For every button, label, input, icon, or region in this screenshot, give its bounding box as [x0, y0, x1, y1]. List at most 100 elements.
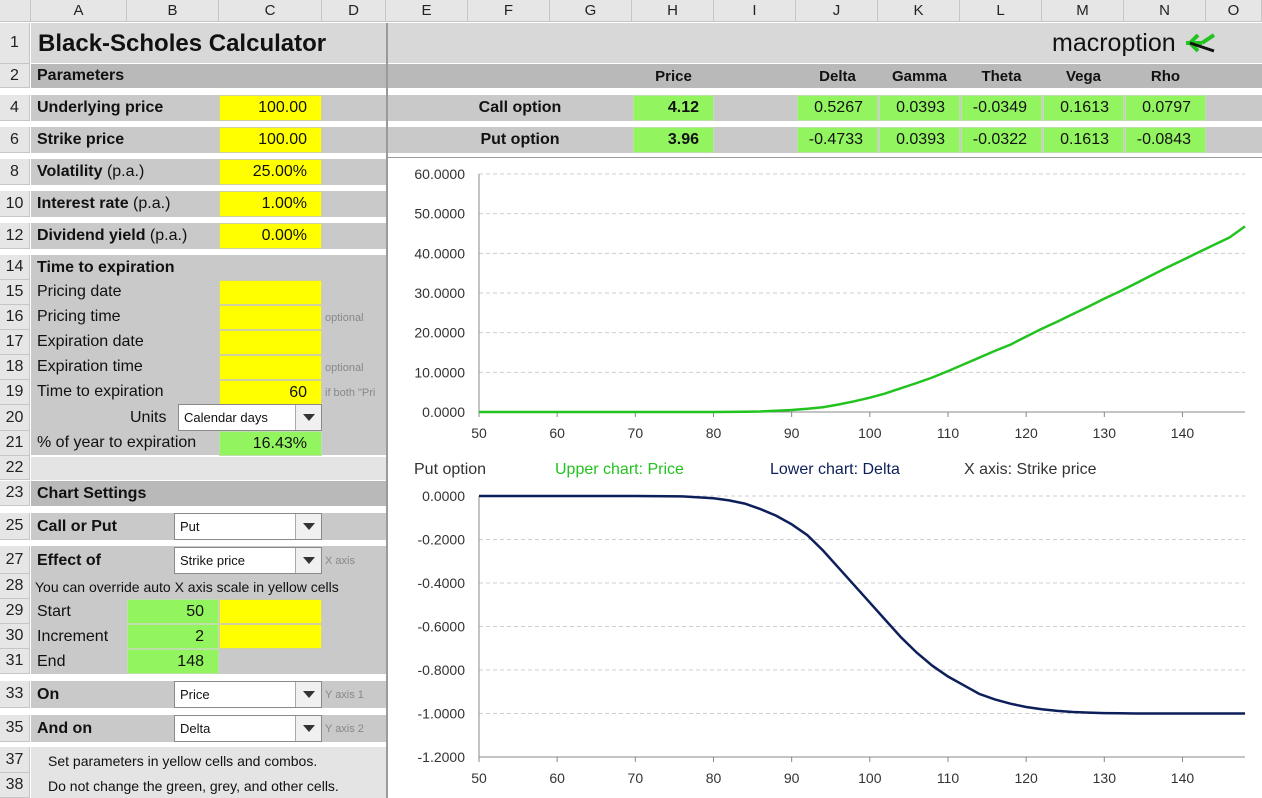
pricing-date-label: Pricing date — [37, 283, 122, 300]
row-header-15[interactable]: 15 — [0, 280, 30, 305]
effect-of-combo[interactable]: Strike price — [174, 547, 322, 574]
increment-label: Increment — [37, 627, 109, 645]
select-all-corner[interactable] — [0, 0, 31, 22]
volatility-input[interactable]: 25.00% — [219, 159, 322, 185]
column-header-m[interactable]: M — [1042, 0, 1124, 22]
put-option-label: Put option — [480, 131, 560, 148]
row-header-10[interactable]: 10 — [0, 191, 30, 217]
column-header-o[interactable]: O — [1206, 0, 1262, 22]
y-tick-label: 50.0000 — [414, 206, 465, 222]
pricing-time-input[interactable] — [219, 305, 322, 330]
end-label: End — [37, 652, 66, 670]
tte-input[interactable]: 60 — [219, 380, 322, 405]
row-header-35[interactable]: 35 — [0, 715, 30, 742]
column-header-c[interactable]: C — [219, 0, 322, 22]
x-tick-label: 120 — [1014, 770, 1038, 786]
column-header-e[interactable]: E — [386, 0, 468, 22]
start-override-input[interactable] — [219, 599, 322, 624]
chevron-down-icon[interactable] — [295, 405, 321, 430]
expiration-time-input[interactable] — [219, 355, 322, 380]
row-header-20[interactable]: 20 — [0, 405, 30, 431]
x-tick-label: 140 — [1171, 425, 1195, 441]
column-header-l[interactable]: L — [960, 0, 1042, 22]
expiration-date-input[interactable] — [219, 330, 322, 355]
gamma-header: Gamma — [891, 67, 948, 85]
underlying-price-label: Underlying price — [37, 99, 164, 116]
x-tick-label: 110 — [937, 425, 960, 441]
dividend-yield-input[interactable]: 0.00% — [219, 223, 322, 249]
chevron-down-icon[interactable] — [295, 548, 321, 573]
on-combo[interactable]: Price — [174, 681, 322, 708]
row-header-37[interactable]: 37 — [0, 747, 30, 773]
increment-override-input[interactable] — [219, 624, 322, 649]
column-header-d[interactable]: D — [322, 0, 386, 22]
and-on-note: Y axis 2 — [325, 722, 364, 735]
expiration-time-label: Expiration time — [37, 358, 143, 375]
column-header-h[interactable]: H — [632, 0, 714, 22]
column-header-g[interactable]: G — [550, 0, 632, 22]
parameters-header-band — [31, 64, 386, 88]
put-theta: -0.0322 — [961, 127, 1042, 153]
parameters-header: Parameters — [37, 67, 125, 84]
chevron-down-icon[interactable] — [295, 682, 321, 707]
call-put-value: Put — [180, 519, 200, 534]
row-header-22[interactable]: 22 — [0, 456, 30, 480]
units-combo[interactable]: Calendar days — [178, 404, 322, 431]
column-header-f[interactable]: F — [468, 0, 550, 22]
page-title: Black-Scholes Calculator — [38, 30, 327, 57]
put-rho: -0.0843 — [1125, 127, 1206, 153]
row-header-28[interactable]: 28 — [0, 574, 30, 599]
x-tick-label: 80 — [706, 425, 722, 441]
start-value: 50 — [127, 599, 219, 624]
row-header-19[interactable]: 19 — [0, 380, 30, 405]
strike-price-label: Strike price — [37, 131, 125, 148]
row-header-8[interactable]: 8 — [0, 159, 30, 185]
underlying-price-input[interactable]: 100.00 — [219, 95, 322, 121]
row-header-25[interactable]: 25 — [0, 513, 30, 540]
chevron-down-icon[interactable] — [295, 716, 321, 741]
row-header-6[interactable]: 6 — [0, 127, 30, 153]
column-header-k[interactable]: K — [878, 0, 960, 22]
row-header-23[interactable]: 23 — [0, 481, 30, 506]
row-header-4[interactable]: 4 — [0, 95, 30, 121]
interest-rate-input[interactable]: 1.00% — [219, 191, 322, 217]
call-put-combo[interactable]: Put — [174, 513, 322, 540]
call-option-label: Call option — [478, 99, 562, 116]
units-label: Units — [130, 409, 167, 426]
row-header-12[interactable]: 12 — [0, 223, 30, 249]
y-tick-label: -0.8000 — [418, 662, 466, 678]
row-header-21[interactable]: 21 — [0, 431, 30, 456]
put-delta: -0.4733 — [797, 127, 878, 153]
row-header-38[interactable]: 38 — [0, 773, 30, 798]
row-header-16[interactable]: 16 — [0, 305, 30, 330]
row-header-31[interactable]: 31 — [0, 649, 30, 674]
column-header-j[interactable]: J — [796, 0, 878, 22]
column-header-b[interactable]: B — [127, 0, 219, 22]
row-header-1[interactable]: 1 — [0, 23, 30, 64]
x-tick-label: 100 — [858, 425, 882, 441]
caption-option: Put option — [414, 461, 487, 478]
and-on-combo[interactable]: Delta — [174, 715, 322, 742]
row-header-30[interactable]: 30 — [0, 624, 30, 649]
row-header-29[interactable]: 29 — [0, 599, 30, 624]
row-header-2[interactable]: 2 — [0, 64, 30, 88]
pricing-date-input[interactable] — [219, 280, 322, 305]
series-line — [479, 494, 1245, 715]
x-tick-label: 90 — [784, 425, 800, 441]
row-header-14[interactable]: 14 — [0, 255, 30, 280]
chevron-down-icon[interactable] — [295, 514, 321, 539]
column-header-i[interactable]: I — [714, 0, 796, 22]
end-value: 148 — [127, 649, 219, 674]
row-header-27[interactable]: 27 — [0, 546, 30, 574]
effect-of-label: Effect of — [37, 551, 101, 569]
call-price: 4.12 — [633, 95, 714, 121]
row-header-33[interactable]: 33 — [0, 681, 30, 708]
column-header-a[interactable]: A — [31, 0, 127, 22]
row-header-17[interactable]: 17 — [0, 330, 30, 355]
brand-name: macroption — [1052, 28, 1176, 57]
y-tick-label: 0.0000 — [422, 488, 465, 504]
x-tick-label: 50 — [471, 770, 487, 786]
strike-price-input[interactable]: 100.00 — [219, 127, 322, 153]
row-header-18[interactable]: 18 — [0, 355, 30, 380]
column-header-n[interactable]: N — [1124, 0, 1206, 22]
